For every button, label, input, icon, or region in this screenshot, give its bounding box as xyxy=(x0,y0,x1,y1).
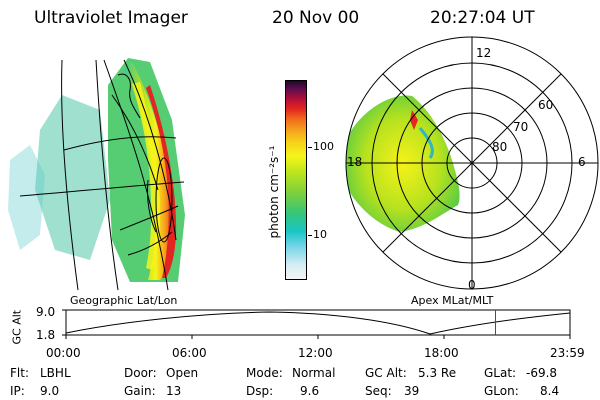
alt-axis-label: GC Alt xyxy=(10,309,24,345)
apex-caption: Apex MLat/MLT xyxy=(411,294,494,307)
altitude-plot xyxy=(62,309,571,339)
glat-value: -69.8 xyxy=(526,366,558,380)
instrument-title: Ultraviolet Imager xyxy=(34,8,188,28)
geographic-image xyxy=(8,58,185,291)
door-value: Open xyxy=(166,366,199,380)
time-label: 20:27:04 UT xyxy=(430,8,535,28)
time-tick-2359: 23:59 xyxy=(550,346,585,360)
ip-value: 9.0 xyxy=(40,384,60,398)
mlt-label-0: 0 xyxy=(468,278,476,292)
seq-label: Seq: xyxy=(365,384,392,398)
flt-value: LBHL xyxy=(40,366,71,380)
mlt-label-18: 18 xyxy=(347,155,363,169)
mlt-label-12: 12 xyxy=(476,46,492,60)
colorbar-label-100: 100 xyxy=(313,140,334,153)
glon-value: 8.4 xyxy=(540,384,560,398)
ip-label: IP: xyxy=(10,384,25,398)
flt-label: Flt: xyxy=(10,366,29,380)
gain-value: 13 xyxy=(166,384,182,398)
geographic-caption: Geographic Lat/Lon xyxy=(70,294,178,307)
seq-value: 39 xyxy=(404,384,420,398)
mode-label: Mode: xyxy=(246,366,283,380)
time-tick-0000: 00:00 xyxy=(46,346,81,360)
gcalt-value: 5.3 Re xyxy=(418,366,457,380)
time-tick-1800: 18:00 xyxy=(424,346,459,360)
dsp-value: 9.6 xyxy=(300,384,320,398)
colorbar-units: photon cm⁻²s⁻¹ xyxy=(267,145,281,239)
gcalt-label: GC Alt: xyxy=(365,366,407,380)
gain-label: Gain: xyxy=(124,384,156,398)
alt-tick-low: 1.8 xyxy=(36,328,56,342)
glon-label: GLon: xyxy=(484,384,519,398)
time-tick-0600: 06:00 xyxy=(172,346,207,360)
current-time-marker xyxy=(495,310,496,335)
colorbar-tick-100 xyxy=(308,147,312,148)
mode-value: Normal xyxy=(292,366,336,380)
alt-tick-high: 9.0 xyxy=(36,305,56,319)
glat-label: GLat: xyxy=(484,366,517,380)
dsp-label: Dsp: xyxy=(246,384,274,398)
colorbar-label-10: 10 xyxy=(313,228,327,241)
mlat-label-70: 70 xyxy=(513,120,529,134)
mlat-label-80: 80 xyxy=(492,140,508,154)
colorbar-tick-10 xyxy=(308,235,312,236)
colorbar xyxy=(285,80,312,280)
door-label: Door: xyxy=(124,366,157,380)
polar-image xyxy=(345,36,599,290)
time-tick-1200: 12:00 xyxy=(298,346,333,360)
mlt-label-6: 6 xyxy=(578,155,586,169)
mlat-label-60: 60 xyxy=(538,98,554,112)
date-label: 20 Nov 00 xyxy=(272,8,360,28)
